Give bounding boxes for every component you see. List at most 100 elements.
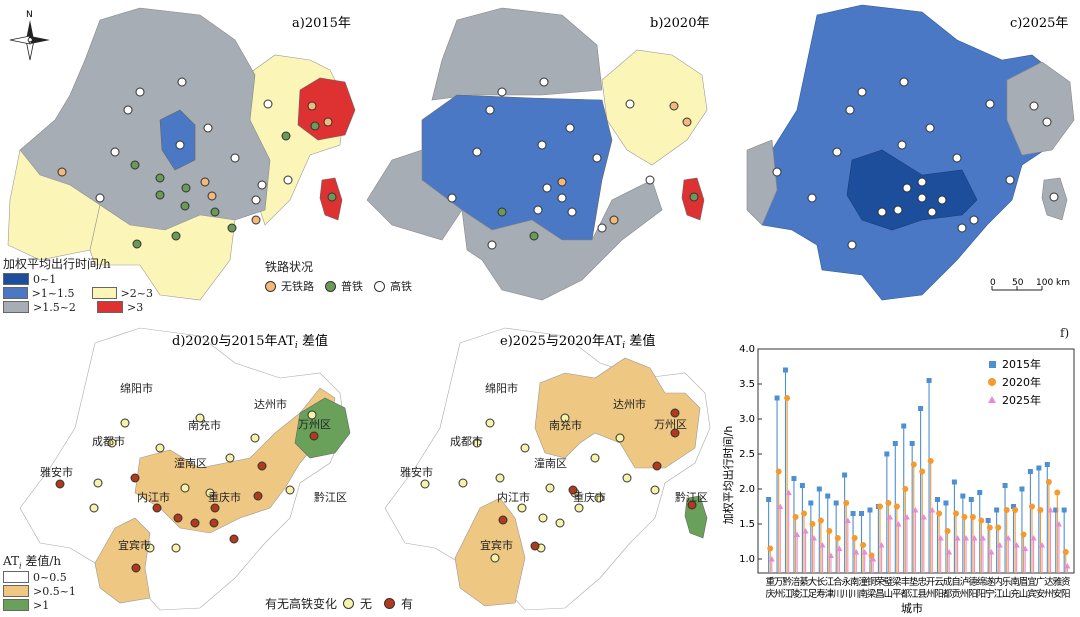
point-2025 — [794, 531, 801, 537]
point-2025 — [912, 507, 919, 513]
point-2015 — [1027, 469, 1033, 474]
point-2025 — [887, 514, 894, 520]
point-2025 — [971, 535, 978, 541]
panel-c-title: c)2025年 — [1010, 16, 1068, 31]
panel-d-title: d)2020与2015年AT — [172, 334, 295, 349]
point-2015 — [892, 441, 898, 446]
region-a-south — [89, 204, 236, 301]
svg-text:d)2020与2015年ATi 差值: d)2020与2015年ATi 差值 — [172, 333, 328, 351]
point-2020 — [902, 486, 909, 492]
point-2020 — [1062, 549, 1069, 555]
plot-frame — [757, 348, 1075, 574]
point-2025 — [1047, 507, 1054, 513]
x-tick-label-top: 长 — [816, 576, 826, 588]
x-tick-label-bottom: 江 — [909, 589, 919, 600]
region-a-red1 — [297, 77, 356, 141]
x-tick-label-top: 丰 — [901, 576, 911, 588]
city-e-tongnan: 潼南区 — [534, 457, 567, 470]
x-tick-label-top: 泸 — [960, 577, 970, 588]
x-tick-label-top: 内 — [993, 576, 1003, 588]
north-label: N — [26, 10, 33, 20]
legend-2020-marker — [988, 378, 996, 386]
legend-2020-label: 2020年 — [1002, 375, 1041, 389]
city-e-chengdu: 成都市 — [450, 435, 483, 448]
dot-hsr — [374, 280, 385, 292]
point-2025 — [895, 521, 902, 527]
x-tick-label-top: 璧 — [884, 576, 894, 588]
legend-hsr-change: 有无高铁变化 无 有 — [265, 595, 413, 612]
point-2020 — [1020, 531, 1027, 538]
legend-diff: ATi 差值/h 0~0.5 >0.5~1 >1 — [3, 552, 76, 612]
x-tick-label-bottom: 足 — [808, 589, 818, 600]
city-d-dazhou: 达州市 — [254, 398, 287, 411]
legend-2025-label: 2025年 — [1002, 393, 1041, 407]
chart-ylabel: 加权平均出行时间/h — [722, 426, 735, 525]
legend-time-3: >1.5~2 — [33, 300, 76, 314]
x-tick-label-top: 宜 — [1027, 576, 1037, 588]
point-2025 — [844, 517, 851, 523]
legend-diff-post: 差值/h — [21, 554, 62, 568]
point-2015 — [816, 486, 822, 492]
x-tick-label-top: 重 — [765, 576, 775, 588]
point-2020 — [910, 461, 917, 468]
legend-rail-1: 普铁 — [341, 280, 363, 293]
y-tick-label: 1.5 — [739, 519, 755, 530]
region-b-east — [601, 49, 708, 166]
point-2025 — [1030, 535, 1037, 541]
x-tick-label-bottom: 南 — [858, 588, 868, 600]
point-2020 — [1045, 479, 1052, 485]
x-tick-label-top: 梁 — [892, 576, 902, 588]
map-panel-c: c)2025年 0 50 100 km — [746, 4, 1075, 301]
city-d-tongnan: 潼南区 — [174, 457, 207, 470]
point-2020 — [792, 514, 799, 520]
legend-rail: 铁路状况 无铁路 普铁 高铁 — [265, 258, 412, 293]
city-e-mianyang: 绵阳市 — [485, 382, 518, 395]
x-tick-label-top: 遂 — [985, 576, 995, 588]
point-2015 — [909, 441, 915, 446]
point-2025 — [878, 542, 885, 548]
x-tick-label-bottom: 川 — [833, 589, 843, 600]
x-tick-label-top: 潼 — [858, 576, 868, 588]
x-tick-label-top: 万 — [774, 577, 784, 588]
region-e-orange-north — [534, 357, 701, 469]
point-2015 — [859, 511, 865, 516]
city-e-qianjiang: 黔江区 — [675, 491, 708, 504]
panel-d-sub: i — [295, 341, 298, 351]
x-tick-label-bottom: 江 — [799, 589, 809, 600]
city-e-yaan: 雅安市 — [400, 466, 433, 479]
x-tick-label-top: 自 — [951, 576, 961, 588]
point-2025 — [1013, 542, 1020, 548]
point-2025 — [1055, 521, 1062, 527]
point-2020 — [885, 500, 892, 506]
chart-axes: 1.01.52.02.53.03.54.0重庆万州黔江涪陵綦江大足长寿江津合川永… — [739, 344, 1075, 600]
point-2020 — [860, 542, 867, 548]
legend-diff-1: >0.5~1 — [33, 584, 76, 598]
legend-diff-0: 0~0.5 — [33, 570, 67, 584]
x-tick-label-top: 涪 — [791, 576, 801, 588]
point-2015 — [960, 493, 966, 499]
swatch-diff-0 — [3, 571, 29, 584]
point-2020 — [809, 521, 816, 527]
point-2015 — [1053, 507, 1059, 513]
x-tick-label-top: 南 — [850, 576, 860, 588]
x-tick-label-top: 资 — [1061, 577, 1071, 588]
legend-2025-marker — [988, 396, 996, 403]
y-tick-label: 2.0 — [739, 484, 755, 495]
point-2025 — [903, 514, 910, 520]
x-tick-label-bottom: 州 — [1044, 589, 1054, 600]
chart-xlabel: 城市 — [901, 601, 923, 615]
point-2020 — [826, 528, 833, 534]
point-2025 — [836, 545, 843, 551]
city-d-chengdu: 成都市 — [92, 435, 125, 448]
city-d-yaan: 雅安市 — [40, 466, 73, 479]
point-2020 — [1003, 507, 1010, 513]
x-tick-label-bottom: 山 — [884, 589, 894, 600]
point-2020 — [944, 528, 951, 534]
region-d-orange-south — [94, 517, 151, 604]
x-tick-label-bottom: 贡 — [951, 589, 961, 600]
x-tick-label-top: 綦 — [799, 576, 809, 588]
region-c-gray-east — [1006, 61, 1075, 156]
x-tick-label-top: 忠 — [917, 577, 927, 588]
point-2025 — [861, 549, 868, 555]
region-c-main — [746, 4, 1068, 301]
